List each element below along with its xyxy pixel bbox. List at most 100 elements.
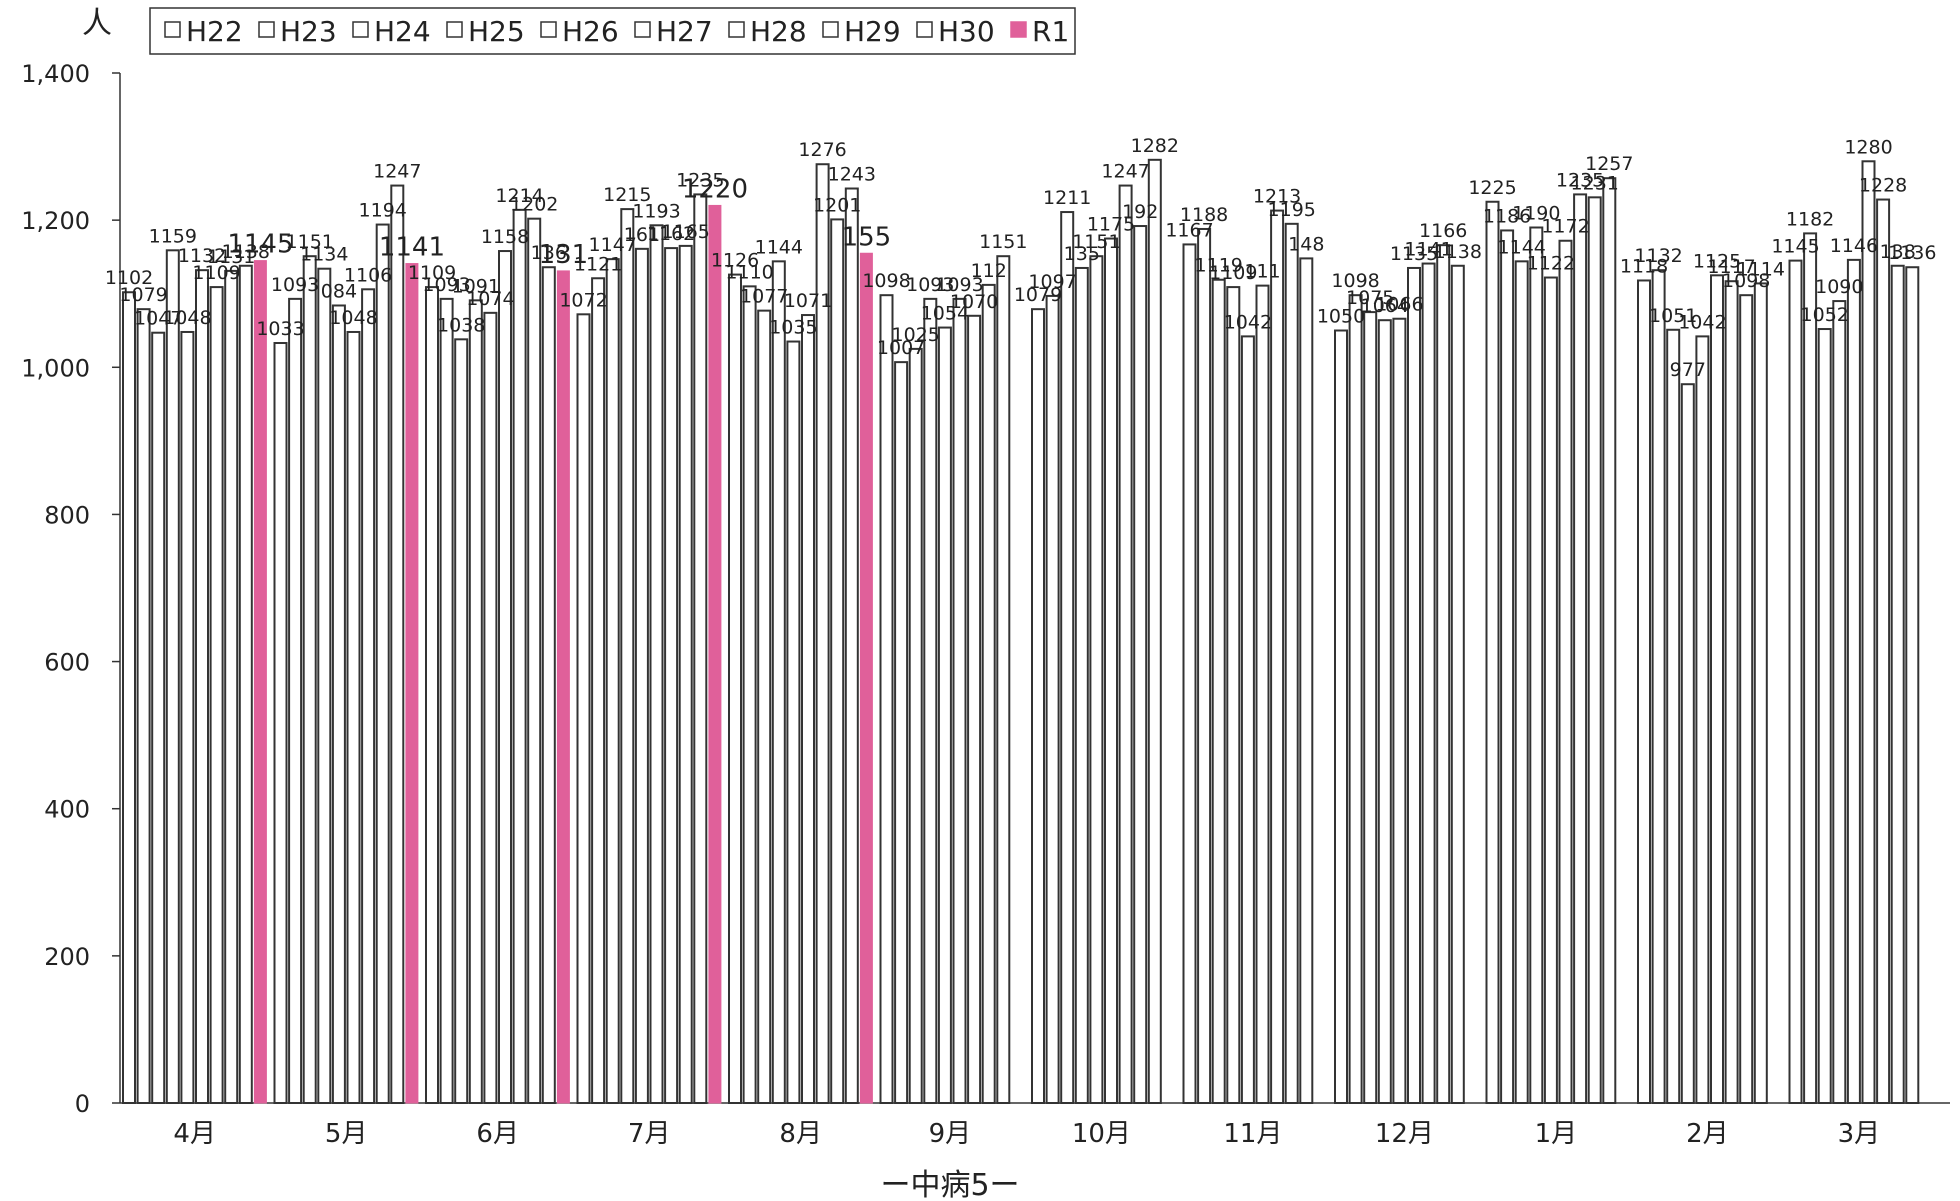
bar-H23-4 (742, 285, 757, 1105)
bar-H28-1 (361, 288, 376, 1104)
data-label: 1135 (1390, 243, 1438, 265)
data-label: 1195 (1268, 199, 1316, 221)
legend-label: H24 (374, 15, 431, 48)
data-label: 1145 (1771, 236, 1819, 258)
data-label: 1125 (1693, 250, 1741, 272)
data-label: 1126 (711, 250, 759, 272)
bar-H27-6 (1104, 237, 1118, 1105)
data-label: 1146 (1830, 235, 1878, 257)
legend-label: H26 (562, 15, 619, 48)
data-label: 1247 (373, 161, 421, 183)
bar-R1-1 (405, 263, 419, 1104)
data-label: 112 (971, 260, 1007, 282)
bar-H30-8 (1450, 264, 1465, 1104)
bar-H26-4 (786, 340, 801, 1104)
x-tick-label: 9月 (929, 1119, 972, 1149)
bar-H24-7 (1211, 278, 1226, 1104)
data-label: 1213 (1253, 186, 1301, 208)
y-tick-label: 400 (44, 796, 90, 824)
legend-swatch (728, 21, 745, 38)
data-label: 1054 (921, 303, 969, 325)
data-label: 1121 (574, 253, 622, 275)
data-label: 1110 (725, 261, 773, 283)
data-label: 1144 (1498, 236, 1546, 258)
y-tick-label: 1,000 (21, 354, 90, 382)
data-label: 084 (321, 280, 357, 302)
bar-H22-1 (273, 342, 288, 1104)
x-tick-label: 12月 (1375, 1119, 1434, 1149)
bar-H22-0 (122, 291, 136, 1104)
bar-H23-2 (439, 297, 454, 1105)
data-label: 1282 (1131, 135, 1179, 157)
data-label: 111 (1244, 261, 1280, 283)
bar-R1-3 (708, 204, 722, 1104)
y-tick-label: 600 (44, 649, 90, 677)
data-labels: 1102107910471159104811321109113111381145… (105, 135, 1937, 381)
data-label: 1051 (1649, 305, 1697, 327)
legend-label: H27 (656, 15, 713, 48)
data-label: 161 (624, 224, 660, 246)
y-axis-unit-label: 人 (82, 6, 112, 41)
legend-swatch (258, 21, 275, 38)
data-label: 1025 (892, 324, 940, 346)
bar-H26-10 (1695, 335, 1710, 1104)
data-label: 1093 (906, 274, 954, 296)
bar-H23-10 (1651, 269, 1666, 1104)
bar-H25-2 (468, 299, 483, 1105)
bar-H24-2 (454, 338, 469, 1105)
data-label: 1102 (105, 267, 153, 289)
bar-H26-0 (180, 330, 195, 1104)
data-label: 1141 (379, 233, 445, 263)
data-label: 138 (1880, 241, 1916, 263)
data-label: 1098 (1331, 270, 1379, 292)
bar-H27-10 (1710, 274, 1724, 1105)
bar-H29-5 (981, 283, 996, 1104)
bar-H25-6 (1074, 266, 1089, 1104)
bar-H26-7 (1240, 335, 1255, 1104)
data-label: 1280 (1844, 136, 1892, 158)
legend-label: H29 (844, 15, 901, 48)
bar-H24-6 (1060, 211, 1075, 1105)
data-label: 1151 (286, 231, 334, 253)
bar-H25-3 (620, 208, 635, 1105)
data-label: 1182 (1786, 208, 1834, 230)
y-tick-label: 1,400 (21, 60, 90, 88)
data-label: 1159 (149, 225, 197, 247)
data-label: 1141 (1404, 239, 1452, 261)
bars (122, 158, 1920, 1105)
bar-H30-4 (844, 187, 859, 1104)
bar-H29-8 (1436, 244, 1451, 1104)
bar-H23-9 (1500, 229, 1515, 1104)
legend-label: H23 (280, 15, 337, 48)
bar-H26-11 (1846, 258, 1861, 1105)
bar-H30-1 (390, 184, 405, 1105)
bar-H24-3 (605, 258, 620, 1104)
data-label: 1215 (603, 184, 651, 206)
data-label: 1109 (192, 262, 240, 284)
legend-swatch (164, 21, 181, 38)
data-label: 1033 (256, 318, 304, 340)
bar-H28-10 (1724, 280, 1739, 1104)
data-label: 1106 (344, 264, 392, 286)
data-label: 1147 (589, 234, 637, 256)
bar-H28-9 (1573, 193, 1588, 1104)
data-label: 1007 (877, 337, 925, 359)
data-label: 1070 (950, 291, 998, 313)
bar-H23-0 (136, 308, 151, 1104)
bar-H28-2 (512, 208, 527, 1105)
data-label: 1235 (676, 169, 724, 191)
bar-H27-11 (1861, 160, 1876, 1105)
bar-H26-2 (483, 311, 498, 1105)
bar-H24-5 (908, 347, 923, 1104)
bar-H23-3 (591, 277, 606, 1104)
data-label: 1172 (1541, 216, 1589, 238)
data-label: 1114 (1737, 258, 1785, 280)
data-label: 1194 (359, 200, 407, 222)
bar-H27-4 (801, 314, 815, 1104)
x-tick-label: 3月 (1838, 1119, 1881, 1149)
bar-H28-3 (664, 247, 679, 1105)
bar-H26-8 (1392, 317, 1407, 1104)
data-label: 1042 (1678, 311, 1726, 333)
legend-label: H25 (468, 15, 525, 48)
data-label: 1047 (134, 308, 182, 330)
